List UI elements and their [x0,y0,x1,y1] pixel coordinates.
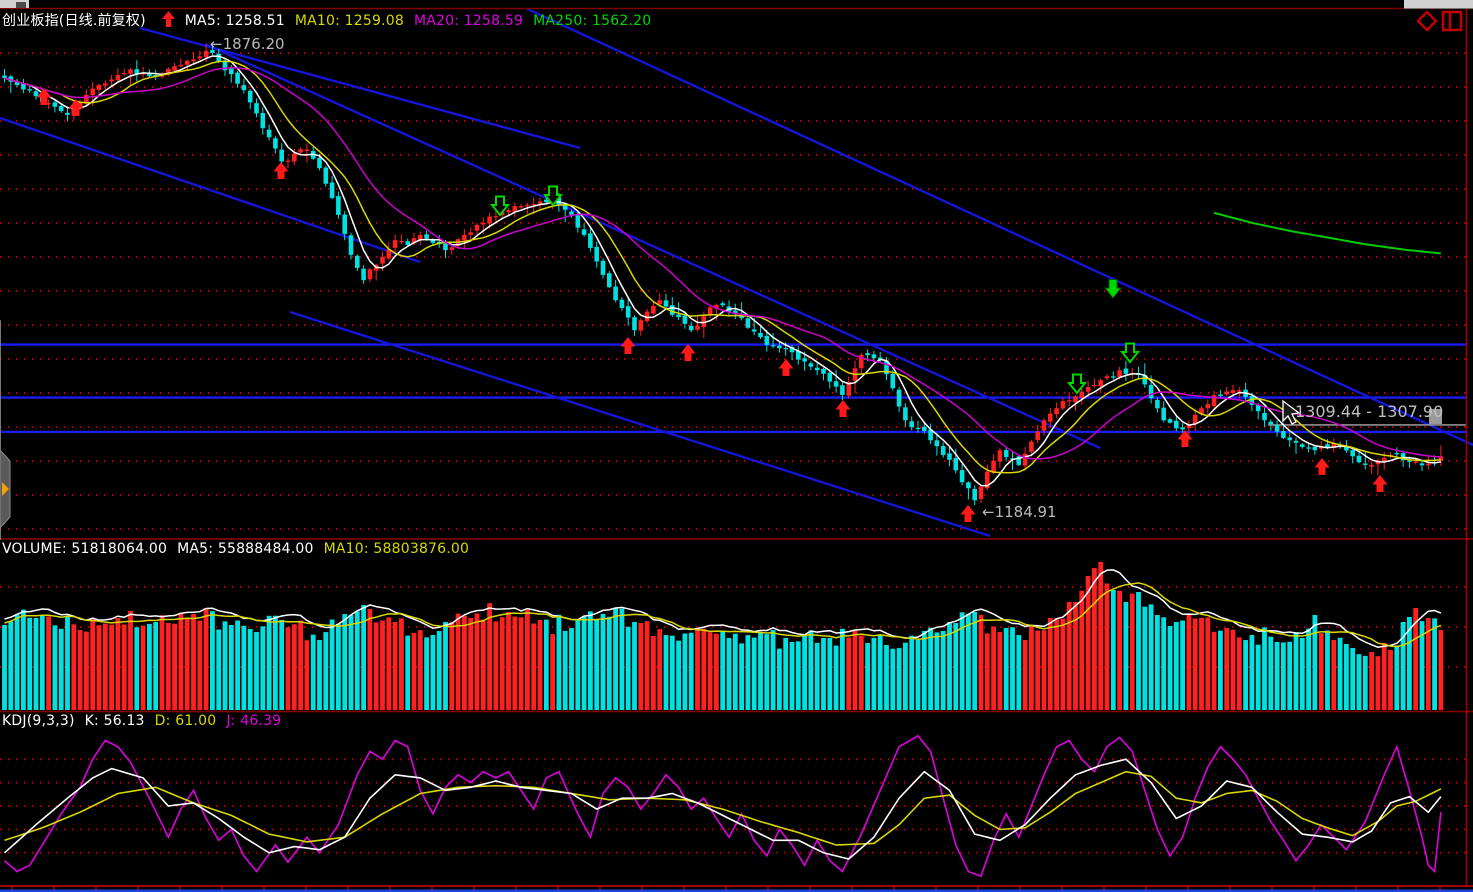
measure-range-label: 1309.44 - 1307.90 [1295,402,1444,421]
symbol-title: 创业板指(日线.前复权) [2,13,146,29]
volume-ma5-value: MA5: 55888484.00 [177,541,314,557]
main-chart-header: 创业板指(日线.前复权) MA5: 1258.51 MA10: 1259.08 MA2… [2,10,661,31]
titlebar-fragment-left [0,0,29,8]
ma20-value: MA20: 1258.59 [413,13,524,29]
ma5-value: MA5: 1258.51 [184,13,285,29]
volume-ma10-value: MA10: 58803876.00 [323,541,470,557]
ma10-value: MA10: 1259.08 [294,13,404,29]
sidebar-collapse-handle[interactable] [0,449,12,532]
kdj-params: KDJ(9,3,3) [2,713,75,729]
expand-arrow-icon [2,482,9,496]
titlebar-fragment-right [1404,0,1473,9]
kdj-d-value: D: 61.00 [154,713,217,729]
panels-icon[interactable] [1441,9,1465,33]
price-low-label: ←1184.91 [982,503,1057,521]
volume-header: VOLUME: 51818064.00 MA5: 55888484.00 MA10:… [2,541,479,557]
titlebar-notch [16,2,26,8]
ma250-value: MA250: 1562.20 [533,13,652,29]
diamond-icon[interactable] [1415,9,1439,33]
kdj-k-value: K: 56.13 [84,713,145,729]
up-arrow-icon [161,11,175,31]
price-high-label: ←1876.20 [210,35,285,53]
kdj-j-value: J: 46.39 [226,713,282,729]
volume-value: VOLUME: 51818064.00 [2,541,168,557]
kdj-header: KDJ(9,3,3) K: 56.13 D: 61.00 J: 46.39 [2,713,291,729]
